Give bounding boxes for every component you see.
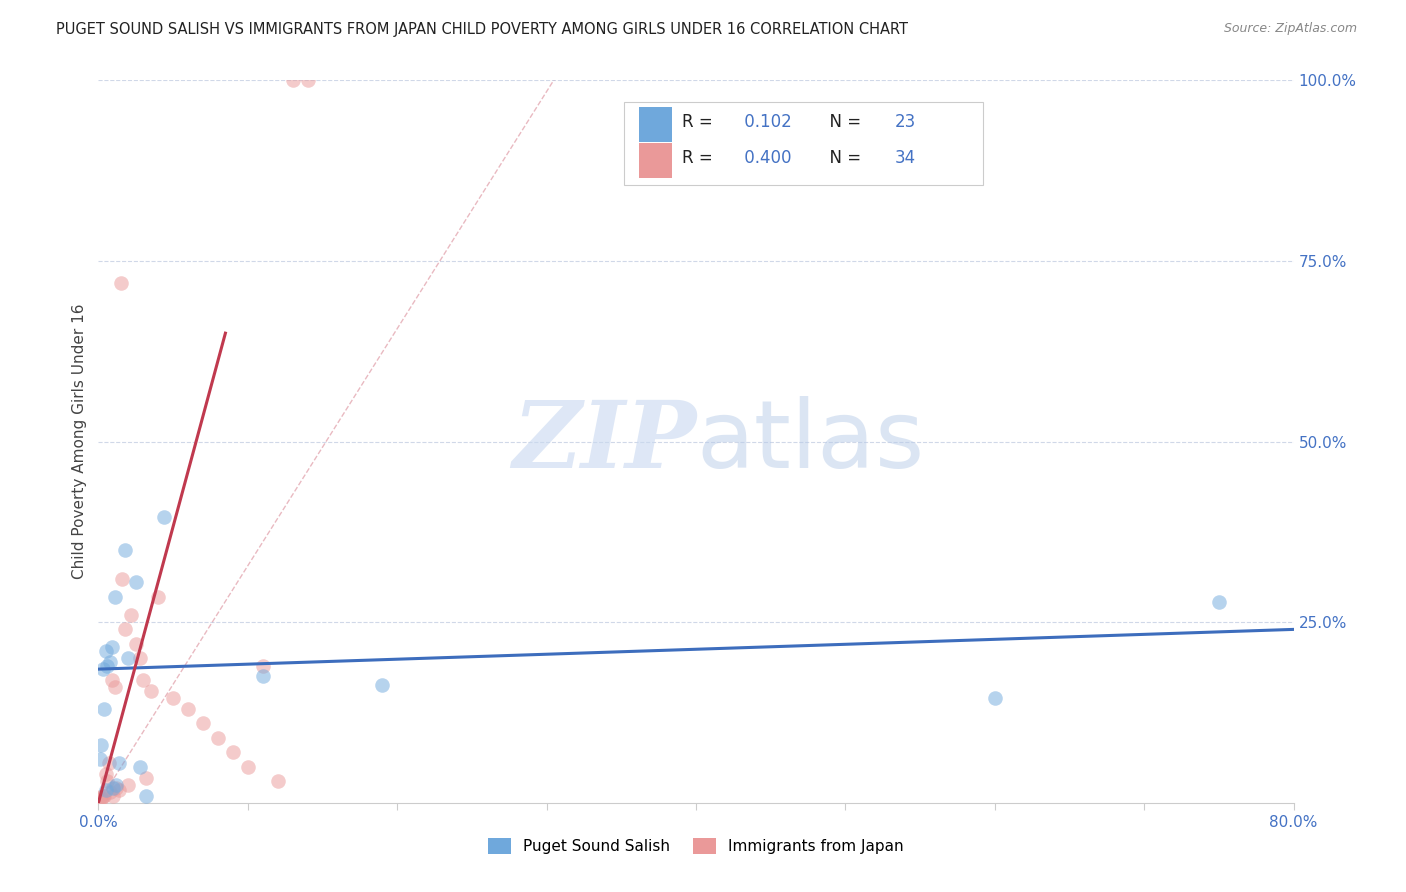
Point bbox=[135, 771, 157, 785]
Point bbox=[148, 590, 170, 604]
Text: 0.400: 0.400 bbox=[740, 149, 792, 168]
Point bbox=[93, 702, 115, 716]
Point bbox=[89, 790, 111, 805]
Text: ZIP: ZIP bbox=[512, 397, 696, 486]
Point bbox=[98, 655, 122, 669]
Point bbox=[252, 669, 274, 683]
Point bbox=[94, 644, 117, 658]
Bar bbox=[638, 107, 672, 142]
Point bbox=[191, 716, 214, 731]
Text: N =: N = bbox=[820, 149, 866, 168]
Point bbox=[177, 702, 200, 716]
Point bbox=[108, 756, 131, 770]
Point bbox=[90, 738, 112, 752]
Text: 23: 23 bbox=[894, 113, 915, 131]
Point bbox=[125, 637, 148, 651]
Point bbox=[101, 673, 124, 687]
Point bbox=[153, 510, 176, 524]
Text: PUGET SOUND SALISH VS IMMIGRANTS FROM JAPAN CHILD POVERTY AMONG GIRLS UNDER 16 C: PUGET SOUND SALISH VS IMMIGRANTS FROM JA… bbox=[56, 22, 908, 37]
Point bbox=[110, 276, 132, 290]
Point bbox=[96, 658, 118, 673]
Point bbox=[91, 662, 114, 676]
Point bbox=[125, 575, 148, 590]
Point bbox=[984, 691, 1007, 706]
Bar bbox=[638, 143, 672, 178]
Point bbox=[94, 767, 117, 781]
Point bbox=[101, 640, 124, 655]
Point bbox=[103, 789, 125, 803]
Point bbox=[104, 590, 127, 604]
Text: 34: 34 bbox=[894, 149, 915, 168]
Point bbox=[267, 774, 290, 789]
Text: atlas: atlas bbox=[696, 395, 924, 488]
Point bbox=[132, 673, 155, 687]
Point bbox=[281, 73, 304, 87]
Point bbox=[89, 752, 111, 766]
Point bbox=[90, 792, 112, 806]
Point bbox=[91, 789, 114, 803]
Point bbox=[135, 789, 157, 803]
Point bbox=[120, 607, 142, 622]
Point bbox=[252, 658, 274, 673]
Point bbox=[117, 651, 139, 665]
Point bbox=[103, 781, 125, 796]
Point bbox=[162, 691, 184, 706]
Point bbox=[222, 745, 245, 759]
Point bbox=[105, 778, 128, 792]
Point bbox=[297, 73, 319, 87]
Point bbox=[1208, 595, 1230, 609]
Point bbox=[129, 760, 152, 774]
Point bbox=[94, 782, 117, 797]
Bar bbox=[624, 102, 983, 185]
Point bbox=[105, 781, 128, 796]
Point bbox=[98, 785, 122, 799]
Text: R =: R = bbox=[682, 113, 717, 131]
Point bbox=[117, 778, 139, 792]
Text: Source: ZipAtlas.com: Source: ZipAtlas.com bbox=[1223, 22, 1357, 36]
Point bbox=[236, 760, 259, 774]
Point bbox=[96, 774, 118, 789]
Point bbox=[207, 731, 229, 745]
Text: N =: N = bbox=[820, 113, 866, 131]
Point bbox=[111, 572, 134, 586]
Point bbox=[108, 782, 131, 797]
Point bbox=[371, 678, 394, 692]
Legend: Puget Sound Salish, Immigrants from Japan: Puget Sound Salish, Immigrants from Japa… bbox=[482, 832, 910, 860]
Y-axis label: Child Poverty Among Girls Under 16: Child Poverty Among Girls Under 16 bbox=[72, 304, 87, 579]
Point bbox=[139, 683, 162, 698]
Point bbox=[129, 651, 152, 665]
Point bbox=[93, 789, 115, 803]
Point bbox=[104, 680, 127, 694]
Point bbox=[97, 756, 120, 770]
Point bbox=[114, 623, 136, 637]
Text: R =: R = bbox=[682, 149, 717, 168]
Point bbox=[114, 542, 136, 557]
Text: 0.102: 0.102 bbox=[740, 113, 792, 131]
